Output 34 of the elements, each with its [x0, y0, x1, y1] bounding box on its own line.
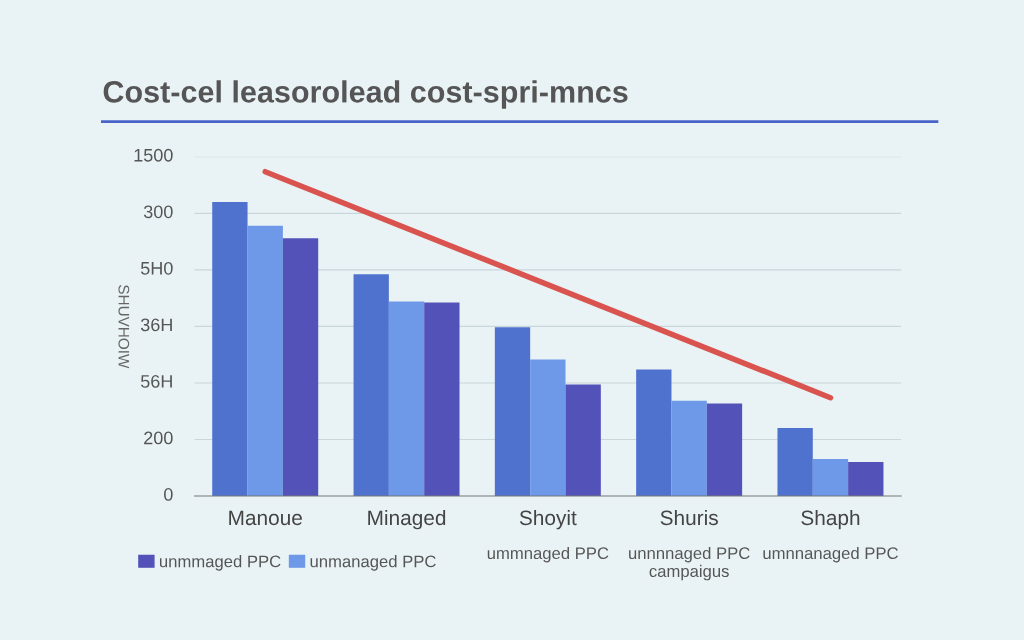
bar	[282, 238, 319, 496]
bar	[812, 459, 849, 496]
bar	[848, 461, 884, 496]
bar	[636, 369, 672, 496]
y-axis-title: SHUVHOIW	[118, 285, 130, 369]
text: 0	[164, 488, 173, 501]
text: 5H0	[140, 261, 173, 275]
bar	[353, 274, 389, 496]
bar	[247, 225, 283, 496]
bar	[494, 327, 531, 496]
bar	[388, 301, 425, 496]
text: 200	[144, 431, 173, 445]
bar	[706, 403, 743, 496]
x-tick-label: Shaph	[801, 509, 860, 530]
bar	[671, 400, 707, 496]
bar	[424, 302, 460, 496]
bar	[777, 427, 813, 496]
bar	[530, 359, 566, 496]
x-tick-label: Manoue	[229, 510, 302, 526]
text: 36H	[140, 318, 172, 332]
legend-label: unmmaged PPC	[159, 555, 281, 571]
text: ummnaged PPC	[487, 546, 609, 563]
bar	[212, 201, 248, 496]
legend-label: unmanaged PPC	[310, 555, 436, 571]
text: 56H	[140, 374, 172, 388]
x-tick-label: Shoyit	[519, 509, 577, 530]
x-tick-label: Minaged	[368, 509, 446, 530]
bar	[565, 384, 601, 496]
x-tick-label: Shuris	[660, 509, 718, 526]
text: unnnnaged PPC campaigus	[629, 546, 750, 581]
text: 300	[143, 205, 173, 219]
text: 1500	[134, 148, 173, 162]
chart-title: Cost-cel leasorolead cost-spri-mncs	[103, 80, 628, 109]
text: umnnanaged PPC	[763, 546, 898, 563]
